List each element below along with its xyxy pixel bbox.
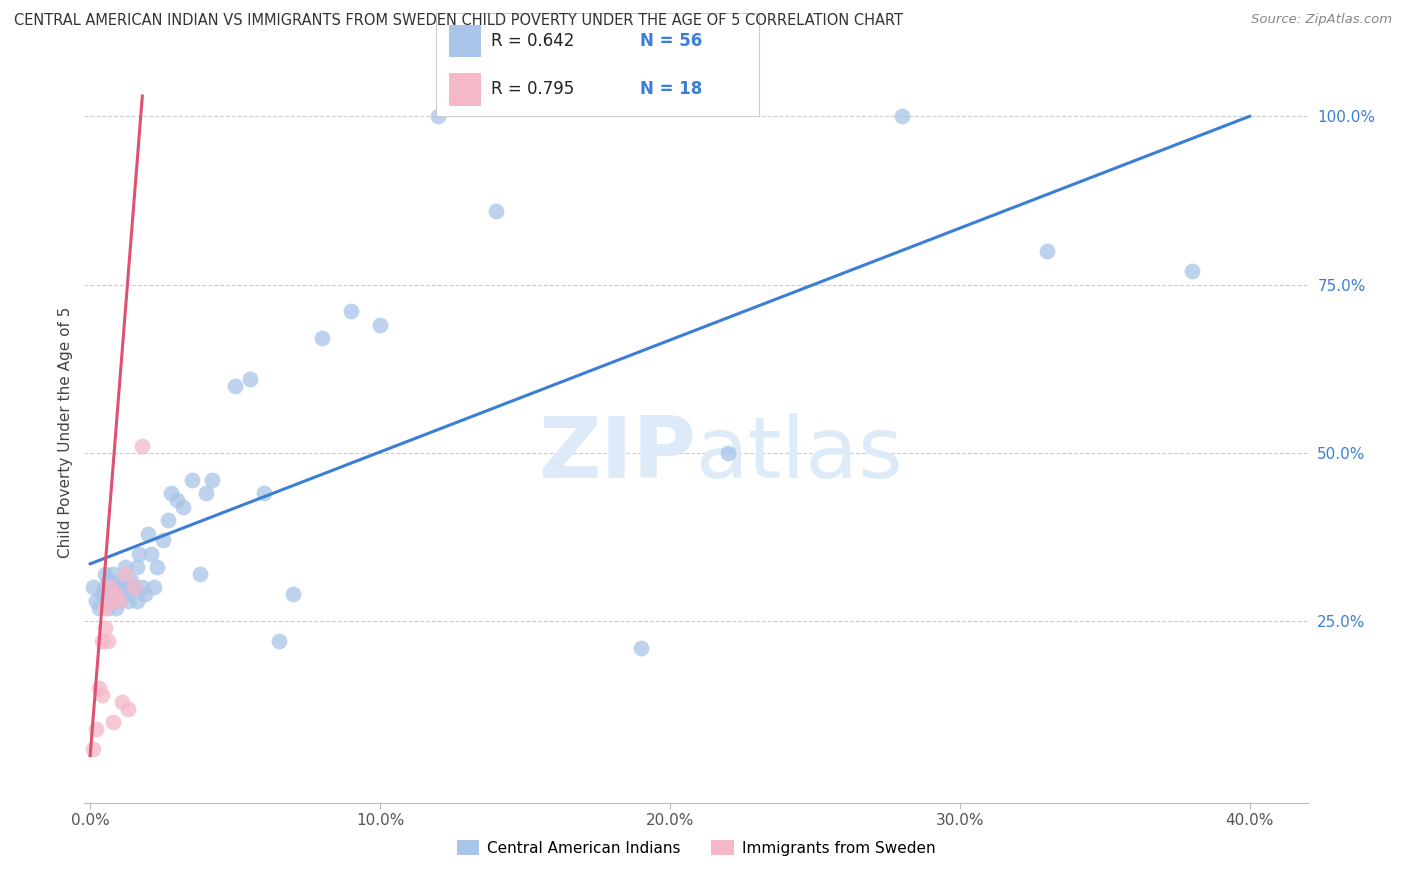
Point	[96, 574, 118, 588]
Point	[100, 594, 122, 608]
Point	[82, 581, 104, 595]
Point	[90, 587, 112, 601]
Point	[114, 566, 136, 581]
Point	[890, 109, 912, 123]
Text: N = 56: N = 56	[640, 32, 702, 50]
Bar	[449, 25, 481, 57]
Text: R = 0.642: R = 0.642	[491, 32, 574, 50]
Point	[125, 560, 148, 574]
Point	[139, 547, 162, 561]
Bar	[449, 73, 481, 106]
Point	[103, 587, 125, 601]
Point	[103, 566, 125, 581]
Point	[134, 587, 156, 601]
Point	[111, 695, 134, 709]
Point	[90, 688, 112, 702]
Point	[96, 600, 118, 615]
Point	[368, 318, 391, 332]
Point	[105, 581, 128, 595]
Point	[114, 560, 136, 574]
Point	[103, 714, 125, 729]
Point	[131, 581, 153, 595]
Point	[172, 500, 194, 514]
Point	[152, 533, 174, 548]
Point	[96, 634, 118, 648]
Point	[1181, 264, 1204, 278]
Point	[195, 486, 218, 500]
Point	[105, 587, 128, 601]
Text: ZIP: ZIP	[538, 413, 696, 496]
Point	[108, 594, 131, 608]
Point	[485, 203, 508, 218]
Point	[100, 581, 122, 595]
Point	[100, 594, 122, 608]
Point	[111, 581, 134, 595]
Point	[117, 701, 139, 715]
Point	[201, 473, 224, 487]
Text: CENTRAL AMERICAN INDIAN VS IMMIGRANTS FROM SWEDEN CHILD POVERTY UNDER THE AGE OF: CENTRAL AMERICAN INDIAN VS IMMIGRANTS FR…	[14, 13, 903, 29]
Point	[136, 526, 159, 541]
Text: R = 0.795: R = 0.795	[491, 80, 574, 98]
Point	[93, 566, 115, 581]
Point	[311, 331, 333, 345]
Point	[166, 492, 188, 507]
Point	[87, 681, 110, 696]
Point	[160, 486, 183, 500]
Point	[82, 742, 104, 756]
Point	[188, 566, 211, 581]
Point	[128, 547, 150, 561]
Point	[267, 634, 290, 648]
Point	[125, 594, 148, 608]
Point	[630, 640, 652, 655]
Point	[93, 621, 115, 635]
Point	[87, 600, 110, 615]
Text: atlas: atlas	[696, 413, 904, 496]
Point	[108, 574, 131, 588]
Text: Source: ZipAtlas.com: Source: ZipAtlas.com	[1251, 13, 1392, 27]
Legend: Central American Indians, Immigrants from Sweden: Central American Indians, Immigrants fro…	[450, 834, 942, 862]
Point	[93, 581, 115, 595]
Point	[84, 722, 107, 736]
Point	[340, 304, 363, 318]
Point	[120, 574, 142, 588]
Point	[117, 594, 139, 608]
Text: N = 18: N = 18	[640, 80, 702, 98]
Point	[224, 378, 246, 392]
Point	[100, 581, 122, 595]
Point	[114, 587, 136, 601]
Point	[84, 594, 107, 608]
Point	[142, 581, 165, 595]
Point	[157, 513, 180, 527]
Point	[146, 560, 169, 574]
Point	[93, 600, 115, 615]
Point	[122, 581, 145, 595]
Point	[427, 109, 450, 123]
Y-axis label: Child Poverty Under the Age of 5: Child Poverty Under the Age of 5	[58, 307, 73, 558]
Point	[253, 486, 276, 500]
Point	[239, 372, 262, 386]
Point	[122, 581, 145, 595]
Point	[131, 439, 153, 453]
Point	[90, 634, 112, 648]
Point	[281, 587, 304, 601]
Point	[105, 600, 128, 615]
Point	[117, 581, 139, 595]
Point	[1035, 244, 1057, 258]
Point	[108, 594, 131, 608]
Point	[717, 446, 740, 460]
Point	[180, 473, 202, 487]
